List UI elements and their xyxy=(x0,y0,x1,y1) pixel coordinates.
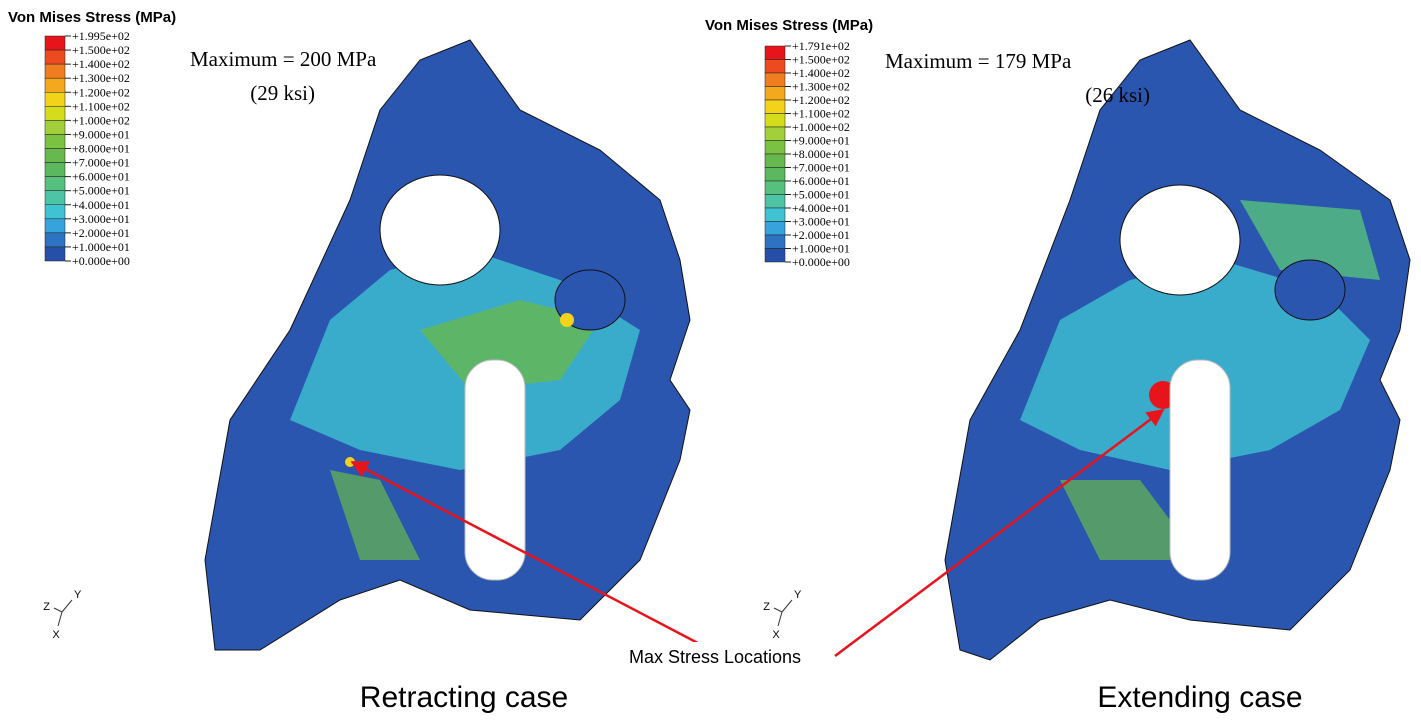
legend-swatch xyxy=(45,50,65,64)
legend-label: +1.200e+02 xyxy=(72,85,130,99)
legend-swatch xyxy=(765,60,785,74)
legend-label: +8.000e+01 xyxy=(792,147,850,161)
legend-label: +1.791e+02 xyxy=(792,39,850,53)
legend-label: +4.000e+01 xyxy=(72,198,130,212)
maximum-ksi: (26 ksi) xyxy=(1085,83,1150,107)
legend-label: +1.300e+02 xyxy=(792,80,850,94)
triad-axis xyxy=(774,608,782,612)
legend-label: +6.000e+01 xyxy=(792,174,850,188)
triad-label: Z xyxy=(763,601,770,613)
caption: Extending case xyxy=(1097,681,1302,714)
triad-label: Z xyxy=(43,601,50,613)
legend-swatch xyxy=(765,208,785,222)
triad-label: Y xyxy=(794,589,802,601)
legend-swatch xyxy=(765,181,785,195)
legend-swatch xyxy=(45,191,65,205)
legend-label: +1.300e+02 xyxy=(72,71,130,85)
legend-label: +1.000e+01 xyxy=(792,242,850,256)
part-model xyxy=(205,40,690,650)
legend-swatch xyxy=(45,120,65,134)
legend-swatch xyxy=(45,92,65,106)
legend-label: +1.400e+02 xyxy=(72,57,130,71)
legend-swatch xyxy=(45,149,65,163)
triad-label: X xyxy=(52,629,60,641)
legend-label: +3.000e+01 xyxy=(792,215,850,229)
triad-axis xyxy=(62,600,72,612)
triad-label: X xyxy=(772,629,780,641)
legend-swatch xyxy=(765,114,785,128)
legend-swatch xyxy=(765,195,785,209)
legend-label: +2.000e+01 xyxy=(72,226,130,240)
legend-swatch xyxy=(765,222,785,236)
legend-title: Von Mises Stress (MPa) xyxy=(8,9,176,26)
legend-label: +3.000e+01 xyxy=(72,212,130,226)
legend-swatch xyxy=(45,247,65,261)
legend-label: +1.200e+02 xyxy=(792,93,850,107)
triad-axis xyxy=(58,612,62,626)
legend-swatch xyxy=(765,73,785,87)
legend-label: +1.000e+01 xyxy=(72,240,130,254)
legend-swatch xyxy=(45,233,65,247)
legend-swatch xyxy=(45,64,65,78)
legend-label: +5.000e+01 xyxy=(72,184,130,198)
caption: Retracting case xyxy=(360,681,568,714)
legend-label: +2.000e+01 xyxy=(792,228,850,242)
legend-label: +9.000e+01 xyxy=(792,134,850,148)
legend-label: +5.000e+01 xyxy=(792,188,850,202)
maximum-label: Maximum = 200 MPa xyxy=(190,47,377,71)
part-model xyxy=(945,40,1410,660)
legend-label: +1.000e+02 xyxy=(72,113,130,127)
legend-swatch xyxy=(45,219,65,233)
legend-label: +1.000e+02 xyxy=(792,120,850,134)
legend-label: +7.000e+01 xyxy=(72,156,130,170)
legend-swatch xyxy=(765,100,785,114)
legend-label: +1.100e+02 xyxy=(72,99,130,113)
legend-label: +1.995e+02 xyxy=(72,29,130,43)
legend-title: Von Mises Stress (MPa) xyxy=(705,17,873,34)
legend-swatch xyxy=(45,134,65,148)
triad-axis xyxy=(782,600,792,612)
legend-label: +9.000e+01 xyxy=(72,127,130,141)
legend-swatch xyxy=(45,205,65,219)
legend-swatch xyxy=(765,154,785,168)
legend-label: +1.500e+02 xyxy=(72,43,130,57)
figure: Max Stress Locations Von Mises Stress (M… xyxy=(0,0,1421,721)
triad-axis xyxy=(54,608,62,612)
legend-label: +1.400e+02 xyxy=(792,66,850,80)
legend-swatch xyxy=(45,78,65,92)
legend-swatch xyxy=(45,163,65,177)
legend-label: +6.000e+01 xyxy=(72,170,130,184)
legend-swatch xyxy=(765,235,785,249)
legend-label: +0.000e+00 xyxy=(72,254,130,268)
legend-swatch xyxy=(765,249,785,263)
triad-axis xyxy=(778,612,782,626)
maximum-ksi: (29 ksi) xyxy=(250,81,315,105)
legend-swatch xyxy=(765,168,785,182)
legend-label: +8.000e+01 xyxy=(72,142,130,156)
maximum-label: Maximum = 179 MPa xyxy=(885,49,1072,73)
legend-swatch xyxy=(45,106,65,120)
legend-label: +1.500e+02 xyxy=(792,53,850,67)
legend-label: +7.000e+01 xyxy=(792,161,850,175)
legend-label: +4.000e+01 xyxy=(792,201,850,215)
legend-swatch xyxy=(765,46,785,60)
legend-swatch xyxy=(45,36,65,50)
legend-label: +0.000e+00 xyxy=(792,255,850,269)
legend-swatch xyxy=(765,87,785,101)
legend-swatch xyxy=(45,177,65,191)
legend-label: +1.100e+02 xyxy=(792,107,850,121)
legend-swatch xyxy=(765,127,785,141)
annotation: Max Stress Locations xyxy=(629,647,801,667)
legend-swatch xyxy=(765,141,785,155)
triad-label: Y xyxy=(74,589,82,601)
